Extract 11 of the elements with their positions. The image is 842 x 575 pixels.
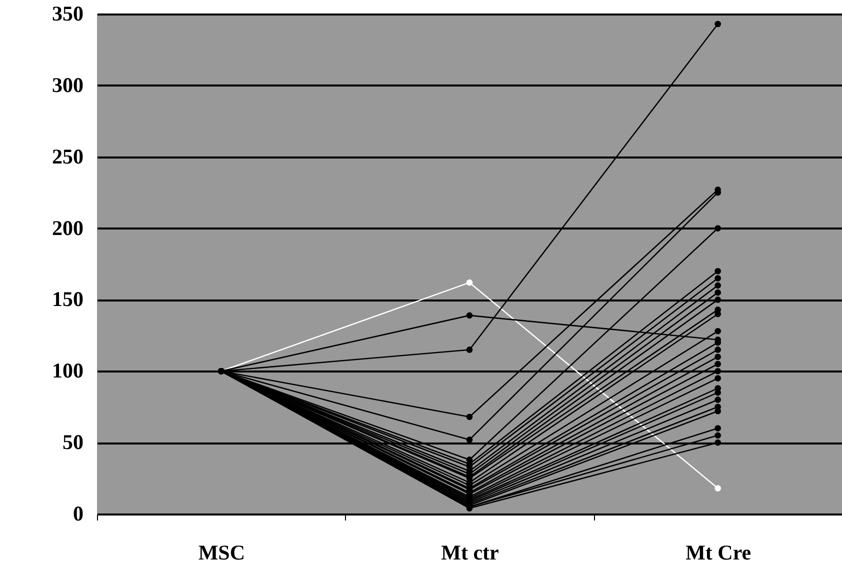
y-tick-label: 250 xyxy=(52,144,84,168)
y-tick-label: 0 xyxy=(73,502,84,526)
y-tick-label: 200 xyxy=(52,216,84,240)
y-tick-label: 300 xyxy=(52,72,84,97)
x-tick-label: Mt Cre xyxy=(686,540,752,564)
y-tick-label: 350 xyxy=(52,2,84,26)
y-tick-label: 50 xyxy=(62,430,84,454)
y-tick-label: 100 xyxy=(52,358,84,383)
y-tick-label: 150 xyxy=(52,287,84,312)
x-tick-label: MSC xyxy=(198,540,246,564)
x-tick-label: Mt ctr xyxy=(441,540,499,564)
